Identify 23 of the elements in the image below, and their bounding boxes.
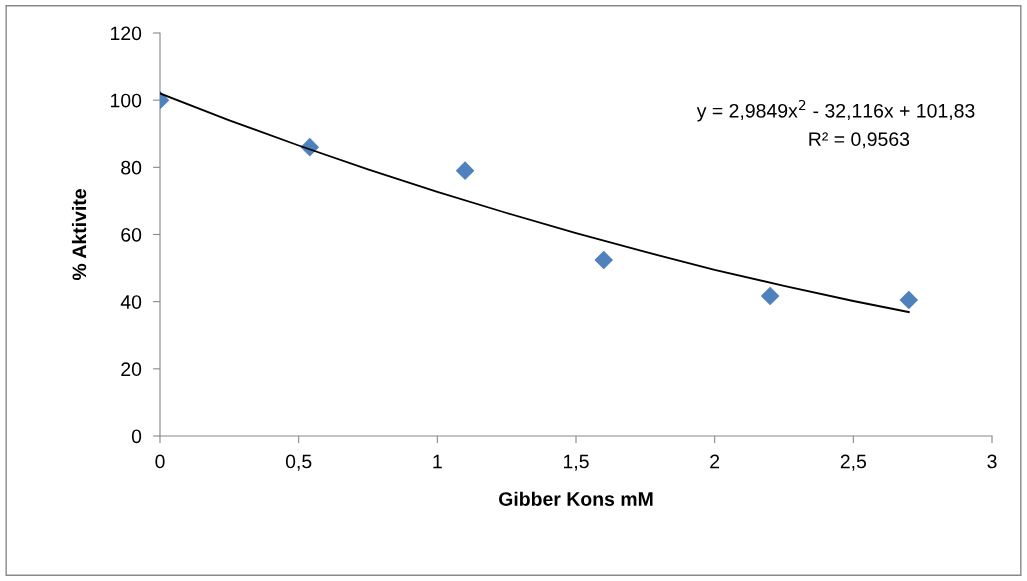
point [760,286,780,306]
y-tick-label: 20 [121,362,142,377]
point [899,290,919,310]
y-tick-label: 120 [110,26,142,41]
x-tick-label: 2 [710,454,720,469]
y-tick-label: 80 [121,160,142,175]
x-tick-label: 0,5 [285,454,312,471]
y-tick-label: 0 [131,429,142,444]
y-tick-label: 100 [110,93,142,108]
y-tick-label: 60 [121,227,142,242]
x-tick-label: 1 [433,454,442,469]
x-tick-label: 0 [155,454,165,469]
point [455,161,475,181]
y-axis-title: % Aktivite [71,189,87,281]
x-tick-label: 2,5 [840,454,867,471]
point [594,250,614,270]
x-tick-label: 3 [987,454,997,469]
x-axis-title: Gibber Kons mM [499,491,653,506]
annotation: y = 2,9849x$^{2}$ - 32,116x + 101,83 [696,99,975,122]
line-series [160,92,910,313]
y-tick-label: 40 [120,295,142,309]
x-tick-label: 1,5 [563,454,589,471]
annotation: R² = 0,9563 [809,132,910,149]
